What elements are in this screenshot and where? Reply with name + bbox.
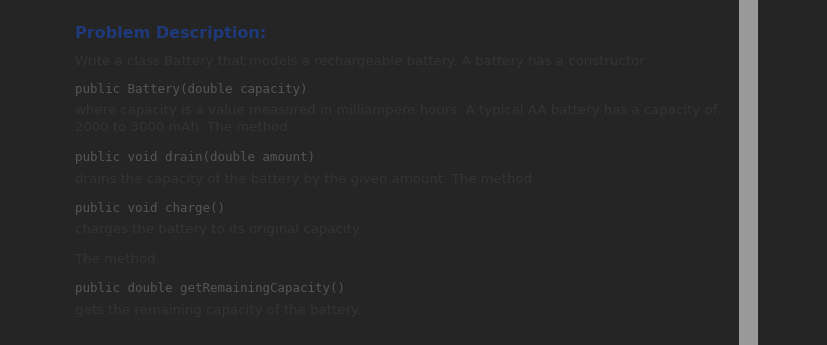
Text: Problem Description:: Problem Description: bbox=[75, 26, 266, 41]
Text: gets the remaining capacity of the battery.: gets the remaining capacity of the batte… bbox=[75, 304, 361, 317]
Text: Write a class Battery that models a rechargeable battery. A battery has a constr: Write a class Battery that models a rech… bbox=[75, 55, 644, 68]
Text: where capacity is a value measured in milliampere hours. A typical AA battery ha: where capacity is a value measured in mi… bbox=[75, 104, 717, 117]
Text: public Battery(double capacity): public Battery(double capacity) bbox=[75, 83, 308, 96]
Text: drains the capacity of the battery by the given amount. The method: drains the capacity of the battery by th… bbox=[75, 172, 532, 186]
Text: public void drain(double amount): public void drain(double amount) bbox=[75, 151, 315, 164]
Text: public void charge(): public void charge() bbox=[75, 202, 225, 215]
Text: public double getRemainingCapacity(): public double getRemainingCapacity() bbox=[75, 282, 345, 295]
Text: 2000 to 3000 mAh. The method: 2000 to 3000 mAh. The method bbox=[75, 121, 288, 135]
Text: charges the battery to its original capacity.: charges the battery to its original capa… bbox=[75, 223, 361, 236]
Text: The method: The method bbox=[75, 253, 155, 266]
